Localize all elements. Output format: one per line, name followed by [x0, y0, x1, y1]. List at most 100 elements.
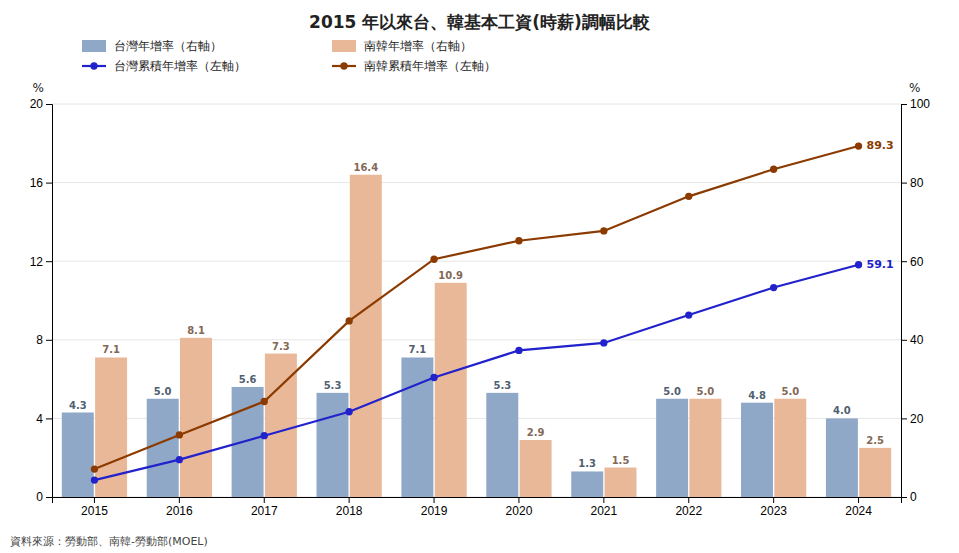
line-marker: [855, 142, 862, 149]
line-marker: [855, 261, 862, 268]
line-marker: [261, 432, 268, 439]
bar: [656, 399, 688, 497]
tick: 20: [901, 412, 924, 426]
line-marker: [91, 476, 98, 483]
chart-svg: 2015 年以來台、韓基本工資(時薪)調幅比較資料來源：勞動部、南韓-勞動部(M…: [0, 0, 959, 553]
tick-label: 60: [910, 255, 924, 269]
line-marker: [91, 465, 98, 472]
grid-line: [52, 339, 901, 340]
data-label: 4.8: [748, 390, 766, 401]
data-label: 2.5: [866, 435, 884, 446]
tick: 8: [36, 333, 52, 347]
legend-marker: [340, 62, 347, 69]
tick: 0: [901, 490, 917, 504]
tick-label: 8: [36, 333, 43, 347]
tick-label: 16: [30, 176, 44, 190]
grid: [52, 104, 901, 497]
tick: 2020: [506, 497, 533, 518]
grid-line: [52, 182, 901, 183]
tick: 20: [30, 97, 52, 111]
chart-container: 2015 年以來台、韓基本工資(時薪)調幅比較資料來源：勞動部、南韓-勞動部(M…: [0, 0, 959, 553]
line-marker: [600, 339, 607, 346]
tick: 100: [901, 97, 930, 111]
line-marker: [515, 237, 522, 244]
tick: 2024: [845, 497, 872, 518]
tick-label: 0: [36, 490, 43, 504]
tick-label: 80: [910, 176, 924, 190]
data-label: 5.0: [781, 386, 799, 397]
y-axis-left: 0 4 8 12 16 20: [30, 97, 53, 504]
bar-series: [95, 175, 891, 497]
data-label: 8.1: [187, 325, 205, 336]
tick: 40: [901, 333, 924, 347]
tick-label: 100: [910, 97, 930, 111]
tick-label: 2023: [760, 504, 787, 518]
tick-mark: [901, 261, 907, 262]
tick: 2015: [81, 497, 108, 518]
tick-label: 20: [30, 97, 44, 111]
data-label: 10.9: [438, 270, 463, 281]
tick-mark: [46, 261, 52, 262]
tick-mark: [46, 104, 52, 105]
legend-label: 台灣累積年增率（左軸）: [114, 59, 246, 73]
data-label: 5.0: [663, 386, 681, 397]
data-label: 5.0: [154, 386, 172, 397]
tick: 2017: [251, 497, 278, 518]
data-label: 16.4: [353, 162, 378, 173]
line: [94, 265, 858, 480]
line-marker: [770, 284, 777, 291]
legend-item: 南韓年增率（右軸）: [332, 39, 472, 53]
bar: [741, 403, 773, 497]
line-marker: [261, 398, 268, 405]
tick-label: 0: [910, 490, 917, 504]
bar: [62, 413, 94, 497]
data-label: 4.3: [69, 400, 87, 411]
tick: 2022: [675, 497, 702, 518]
bar: [859, 448, 891, 497]
legend-marker: [90, 62, 97, 69]
bar: [401, 357, 433, 497]
tick: 2018: [336, 497, 363, 518]
tick: 60: [901, 255, 924, 269]
legend-label: 台灣年增率（右軸）: [114, 39, 222, 53]
data-label: 5.3: [493, 380, 511, 391]
legend-label: 南韓累積年增率（左軸）: [364, 59, 496, 73]
tick-label: 2017: [251, 504, 278, 518]
bar: [571, 471, 603, 497]
plot-area: 2015201620172018201920202021202220232024…: [30, 81, 931, 518]
line-marker: [176, 431, 183, 438]
tick: 16: [30, 176, 52, 190]
tick: 80: [901, 176, 924, 190]
line-series: [91, 142, 862, 472]
legend-swatch: [332, 40, 356, 52]
legend-item: 台灣年增率（右軸）: [82, 39, 222, 53]
data-label: 2.9: [527, 427, 545, 438]
y-axis-right: 0 20 40 60 80 100: [901, 97, 930, 504]
marks: [62, 142, 891, 497]
data-label: 1.3: [578, 458, 596, 469]
tick-mark: [46, 183, 52, 184]
line-marker: [515, 347, 522, 354]
tick: 2016: [166, 497, 193, 518]
tick: 2021: [590, 497, 617, 518]
bar: [774, 399, 806, 497]
line-marker: [430, 374, 437, 381]
legend-label: 南韓年增率（右軸）: [364, 39, 472, 53]
tick-label: 12: [30, 255, 44, 269]
tick-label: 20: [910, 412, 924, 426]
tick-label: 2021: [590, 504, 617, 518]
data-label: 4.0: [833, 405, 851, 416]
bar: [486, 393, 518, 497]
tick-mark: [349, 497, 350, 503]
tick-label: 40: [910, 333, 924, 347]
tick-mark: [179, 497, 180, 503]
tick: 4: [36, 412, 52, 426]
data-label: 7.1: [102, 344, 120, 355]
data-label: 5.3: [324, 380, 342, 391]
line-marker: [685, 193, 692, 200]
tick-mark: [94, 497, 95, 503]
tick-label: 2022: [675, 504, 702, 518]
line-marker: [770, 166, 777, 173]
tick-mark: [518, 497, 519, 503]
tick-mark: [46, 497, 52, 498]
